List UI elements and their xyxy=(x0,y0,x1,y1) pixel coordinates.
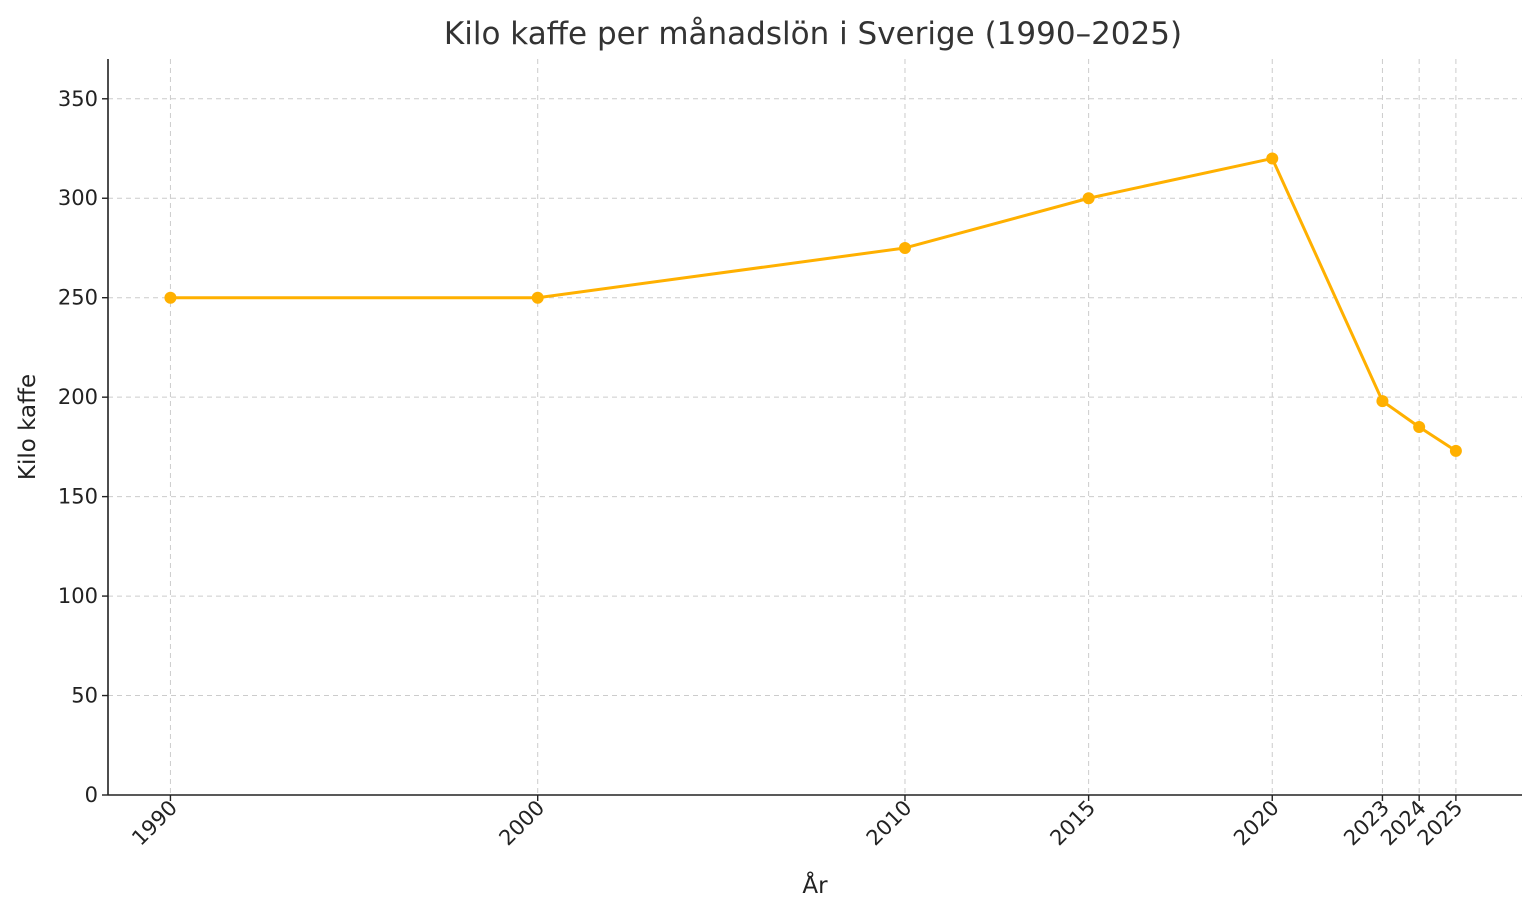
x-tick-label: 2015 xyxy=(1045,796,1100,851)
y-tick-label: 200 xyxy=(58,385,98,409)
y-tick-label: 350 xyxy=(58,87,98,111)
x-tick-label: 2010 xyxy=(862,796,917,851)
series-layer xyxy=(164,152,1462,457)
data-point xyxy=(1413,421,1426,433)
data-point xyxy=(531,291,544,304)
x-axis-label: År xyxy=(802,871,828,899)
data-point xyxy=(164,291,177,304)
grid xyxy=(108,59,1522,796)
data-point xyxy=(1449,444,1462,457)
data-point xyxy=(1266,152,1279,165)
y-tick-label: 250 xyxy=(58,286,98,310)
axes xyxy=(107,59,1522,796)
y-ticks: 0 50 100 150 200 250 300 350 xyxy=(58,87,108,807)
y-tick-label: 150 xyxy=(58,485,98,509)
data-point xyxy=(898,241,911,254)
y-axis-label: Kilo kaffe xyxy=(15,374,41,480)
data-point xyxy=(1376,395,1389,408)
x-tick-label: 1990 xyxy=(127,796,182,851)
y-tick-label: 50 xyxy=(71,684,98,708)
y-tick-label: 100 xyxy=(58,584,98,608)
data-point xyxy=(1082,192,1095,205)
y-tick-label: 300 xyxy=(58,186,98,210)
series-line xyxy=(170,156,1457,453)
chart-title: Kilo kaffe per månadslön i Sverige (1990… xyxy=(444,16,1182,52)
y-tick-label: 0 xyxy=(85,783,98,807)
x-tick-label: 2000 xyxy=(494,796,549,851)
x-tick-label: 2020 xyxy=(1229,796,1284,851)
